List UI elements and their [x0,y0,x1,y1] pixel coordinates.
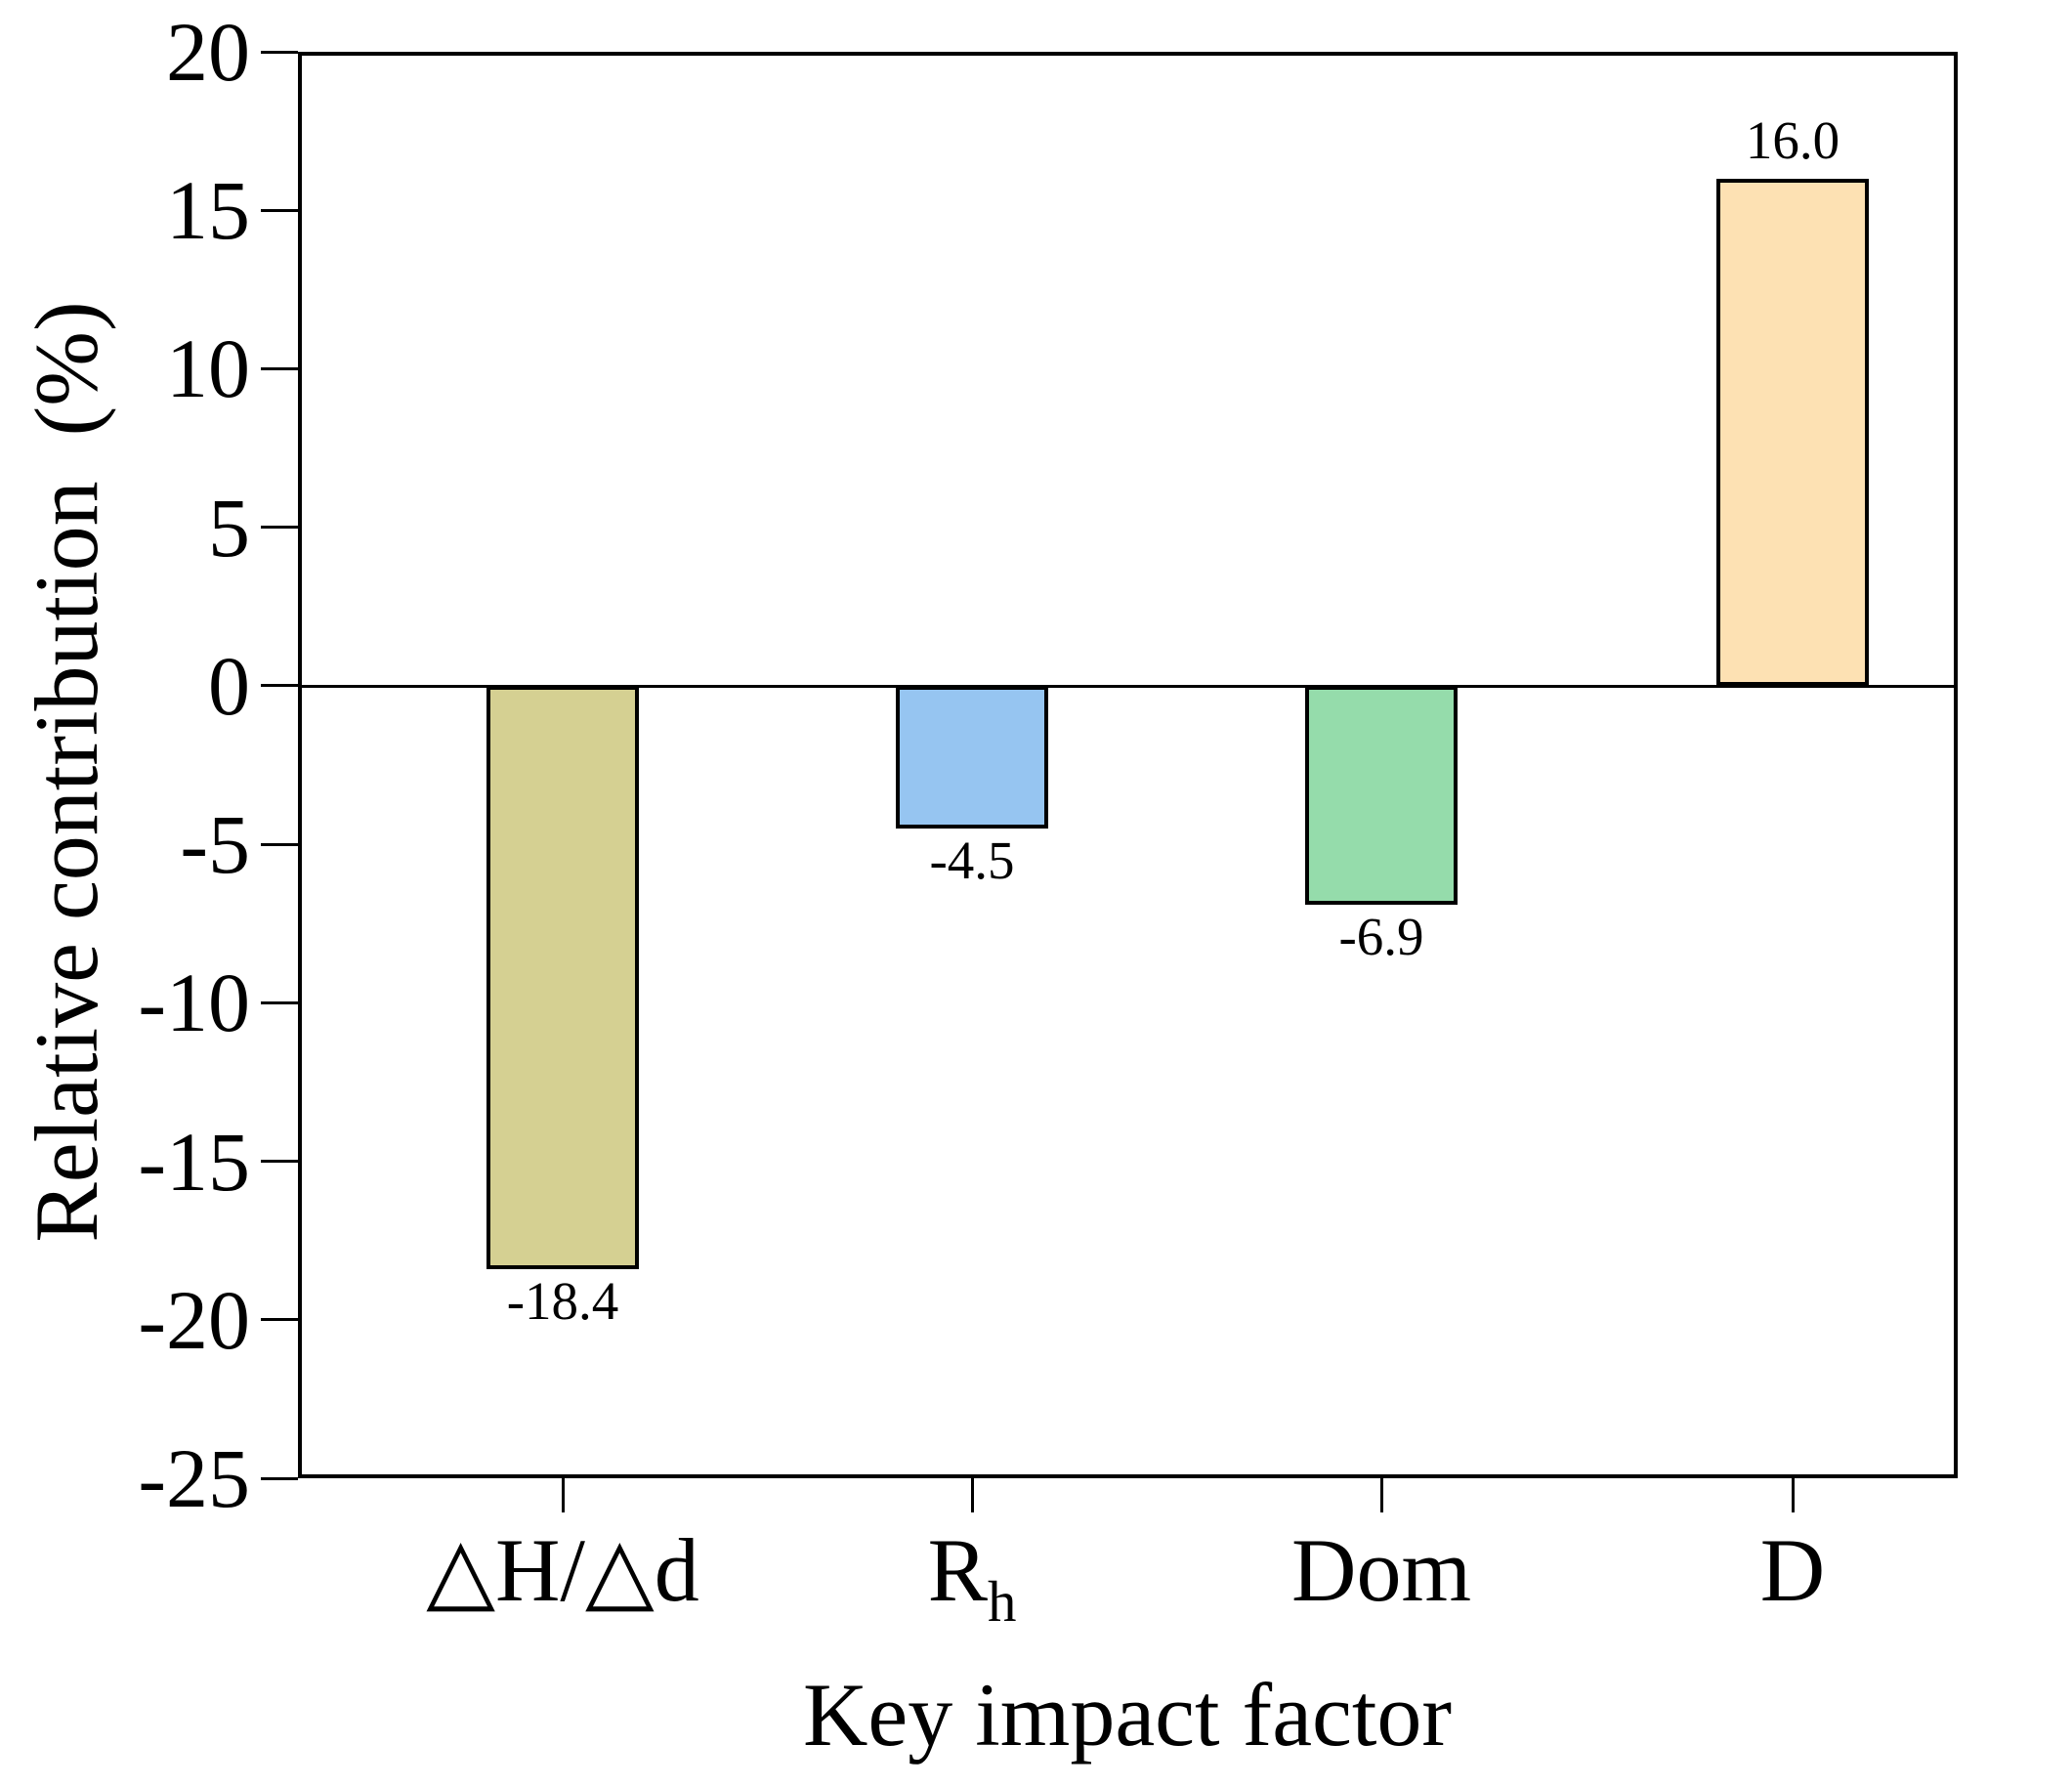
y-tick-label: 5 [208,480,250,574]
y-tick-label: -5 [180,797,250,892]
y-tick-label: 15 [166,163,250,258]
y-tick-label: -20 [138,1272,250,1367]
y-tick-label: -10 [138,956,250,1050]
bar [1305,685,1458,905]
y-tick-label: 0 [208,638,250,733]
y-tick-label: -15 [138,1114,250,1209]
x-category-label: Rh [928,1525,1017,1632]
y-tick [261,1000,298,1004]
x-category-label: Dom [1291,1525,1471,1615]
x-tick [970,1478,974,1512]
y-axis-title: Relative contribution (%) [17,301,116,1243]
y-tick [261,1160,298,1164]
category-text: △H/△d [426,1520,699,1620]
x-tick [1379,1478,1383,1512]
category-text: Dom [1291,1520,1471,1620]
category-subscript: h [987,1570,1017,1635]
y-tick-label: -25 [138,1431,250,1525]
y-tick [261,1476,298,1480]
y-tick [261,50,298,54]
category-text: D [1759,1520,1826,1620]
x-category-label: △H/△d [426,1525,699,1615]
y-tick [261,366,298,370]
y-tick [261,208,298,212]
y-tick [261,842,298,846]
y-tick [261,526,298,530]
bar [896,685,1048,829]
y-tick [261,1318,298,1322]
plot-area [298,52,1958,1478]
x-axis-title: Key impact factor [802,1665,1453,1765]
bar [486,685,639,1269]
bar-value-label: 16.0 [1745,109,1840,170]
y-tick-label: 20 [166,5,250,99]
bar [1716,178,1869,686]
y-tick [261,684,298,688]
bar-value-label: -4.5 [929,830,1015,890]
x-tick [1791,1478,1795,1512]
category-text: R [927,1520,988,1620]
y-tick-label: 10 [166,321,250,416]
x-tick [561,1478,565,1512]
bar-value-label: -18.4 [506,1270,619,1331]
x-category-label: D [1760,1525,1825,1615]
zero-line [302,684,1954,688]
bar-value-label: -6.9 [1338,906,1424,966]
